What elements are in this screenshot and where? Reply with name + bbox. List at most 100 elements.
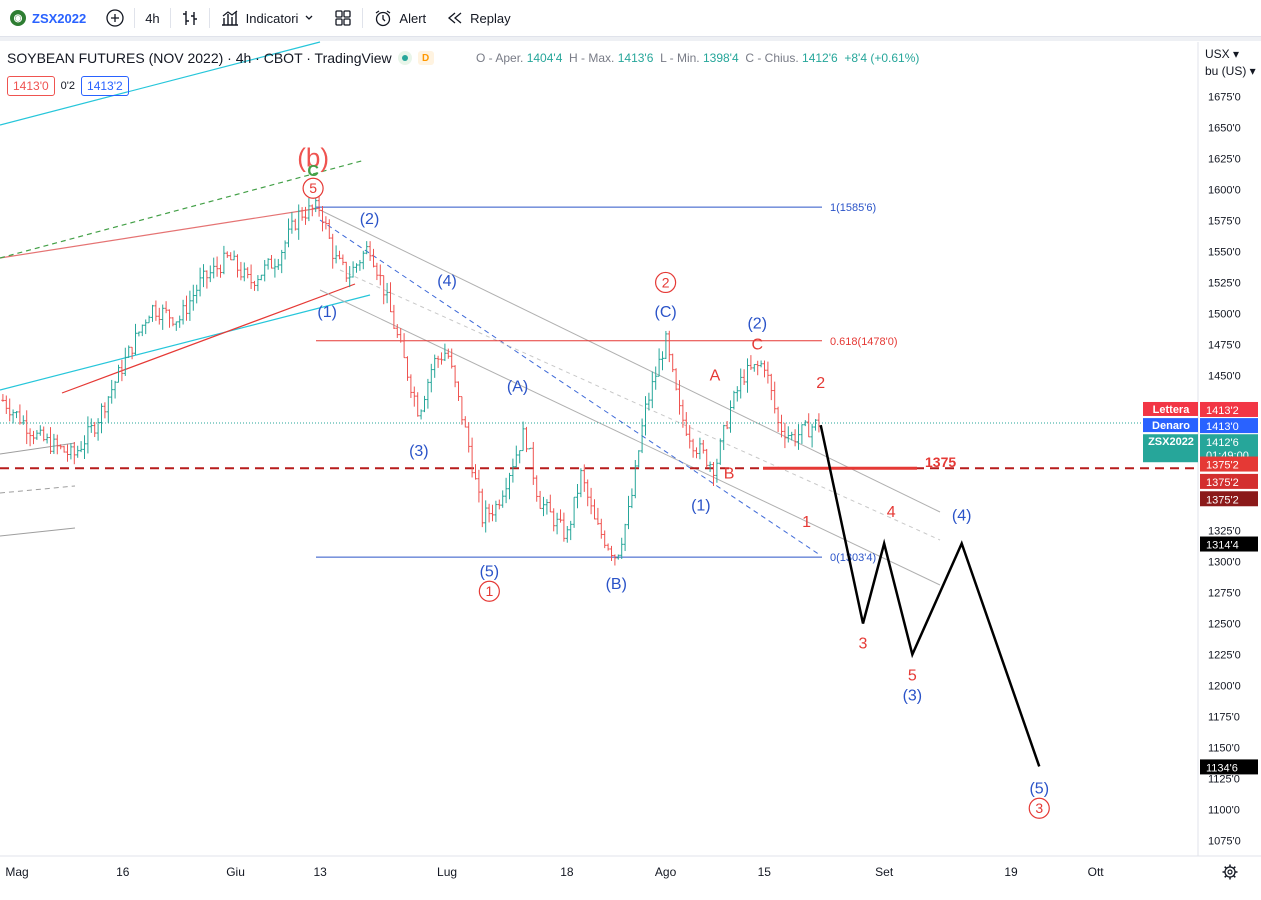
ohlc-bar (606, 543, 610, 551)
open-label: O - Aper. (476, 51, 524, 65)
ohlc-bar (773, 381, 777, 414)
wave-label: (2) (747, 315, 767, 332)
wave-label: (4) (952, 508, 972, 525)
alert-button[interactable]: Alert (363, 0, 436, 36)
ohlc-bar (358, 259, 362, 271)
wave-label: 3 (1035, 800, 1043, 816)
ohlc-bar (127, 345, 131, 358)
ohlc-bar (667, 330, 671, 363)
ohlc-bar (582, 464, 586, 492)
ohlc-bar (524, 426, 529, 453)
ohlc-bar (1, 394, 5, 402)
time-tick-label: 19 (1004, 865, 1018, 879)
ohlc-bar (55, 434, 59, 455)
ohlc-bar (749, 355, 753, 370)
time-tick-label: 18 (560, 865, 574, 879)
top-toolbar: ◉ ZSX2022 4h Indicatori Alert Replay (0, 0, 1261, 37)
price-tick-label: 1075'0 (1208, 836, 1241, 848)
ohlc-bar (722, 424, 726, 451)
ohlc-bar (280, 249, 284, 274)
indicators-button[interactable]: Indicatori (210, 0, 325, 36)
buy-price-box[interactable]: 1413'2 (81, 76, 129, 96)
ohlc-bar (596, 507, 600, 525)
wave-label: 2 (662, 274, 670, 290)
ohlc-bar (575, 484, 580, 509)
symbol-search-button[interactable]: ◉ ZSX2022 (0, 0, 96, 36)
ohlc-bar (42, 426, 46, 442)
ohlc-bar (181, 299, 185, 325)
price-tick-label: 1225'0 (1208, 650, 1241, 662)
ohlc-bar (283, 240, 287, 260)
delay-badge: D (417, 51, 434, 65)
ohlc-bar (286, 218, 291, 248)
ohlc-bar (259, 274, 263, 281)
ohlc-bar (603, 530, 607, 549)
settings-gear-icon[interactable] (1222, 864, 1238, 880)
ohlc-bar (643, 396, 648, 436)
cyan-channel-top (0, 41, 321, 126)
ohlc-bar (742, 369, 746, 385)
ohlc-bar (688, 425, 692, 449)
ohlc-bar (144, 319, 148, 335)
ohlc-bar (565, 525, 569, 543)
ohlc-bar (477, 469, 481, 503)
ohlc-bar (388, 282, 393, 313)
interval-button[interactable]: 4h (135, 0, 169, 36)
chart-style-button[interactable] (171, 0, 209, 36)
support-level-label: 1375 (925, 454, 956, 470)
ohlc-bar (171, 317, 175, 327)
wave-label: A (710, 367, 721, 384)
ohlc-bar (48, 427, 53, 454)
price-tick-label: 1525'0 (1208, 278, 1241, 290)
add-symbol-button[interactable] (96, 0, 134, 36)
ohlc-bar (229, 252, 233, 261)
ohlc-bar (45, 433, 49, 444)
ohlc-bar (732, 390, 736, 410)
ohlc-bar (365, 241, 369, 255)
ohlc-bar (766, 361, 770, 384)
ohlc-bar (113, 380, 117, 399)
price-tag-value: 1412'6 (1206, 437, 1239, 449)
wave-label: 3 (859, 635, 868, 652)
ohlc-bar (320, 206, 325, 232)
ohlc-bar (263, 259, 267, 282)
ohlc-bar (344, 261, 348, 282)
ohlc-bar (681, 399, 685, 428)
unit-selector[interactable]: bu (US) ▾ (1205, 64, 1256, 78)
wave-label: (5) (480, 563, 500, 580)
price-tick-label: 1675'0 (1208, 92, 1241, 104)
price-tag-value: 1314'4 (1206, 540, 1239, 552)
layouts-button[interactable] (324, 0, 362, 36)
currency-selector[interactable]: USX ▾ (1205, 47, 1240, 61)
wave-label: C (751, 336, 763, 353)
ohlc-bar (776, 406, 780, 432)
sell-price-box[interactable]: 1413'0 (7, 76, 55, 96)
ohlc-bar (779, 414, 784, 438)
ohlc-bar (711, 462, 716, 486)
ohlc-bar (371, 248, 376, 268)
ohlc-bar (18, 404, 22, 425)
replay-button[interactable]: Replay (436, 0, 520, 36)
ohlc-bar (409, 374, 413, 398)
ohlc-bar (507, 472, 512, 500)
ohlc-bar (626, 495, 631, 530)
price-tick-label: 1550'0 (1208, 247, 1241, 259)
high-value: 1413'6 (617, 51, 654, 65)
ohlc-bar (331, 233, 335, 269)
ohlc-bar (769, 373, 773, 401)
ohlc-bar (589, 487, 593, 515)
ohlc-bar (150, 304, 155, 322)
ohlc-bar (399, 327, 403, 343)
ohlc-bar (691, 438, 695, 458)
ohlc-bar (592, 499, 597, 520)
ohlc-bar (110, 379, 114, 404)
wave-label: 2 (816, 375, 825, 392)
ohlc-bar (232, 250, 236, 261)
ohlc-bar (103, 402, 107, 419)
ohlc-bar (725, 420, 729, 430)
wave-label: (b) (297, 143, 329, 173)
ohlc-bar (368, 241, 372, 261)
ohlc-bar (708, 461, 712, 472)
ohlc-bar (351, 261, 355, 278)
